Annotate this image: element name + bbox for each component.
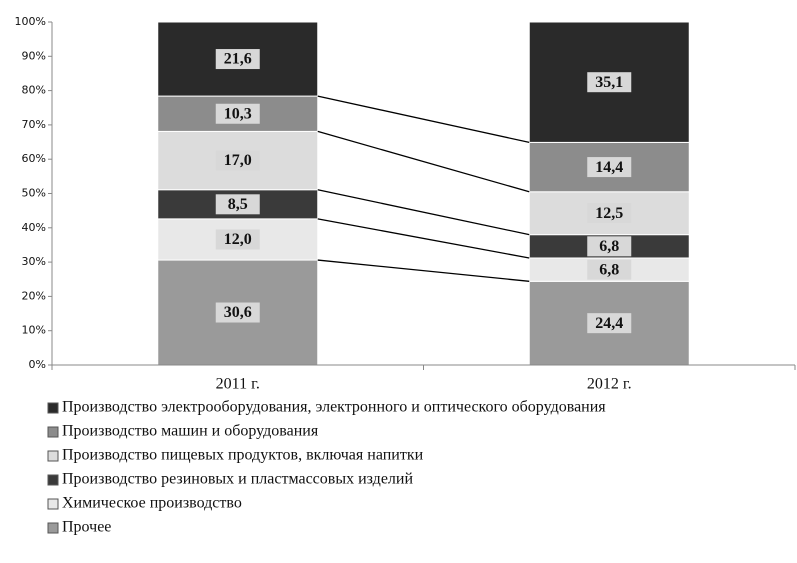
data-label: 21,6 xyxy=(224,51,252,68)
series-connector xyxy=(317,259,530,282)
label-box xyxy=(215,103,260,124)
label-box xyxy=(215,49,260,70)
legend-swatch xyxy=(47,522,59,534)
y-tick-label: 100% xyxy=(15,15,46,28)
label-box xyxy=(215,194,260,215)
data-label: 14,4 xyxy=(595,159,623,176)
legend-label: Химическое производство xyxy=(62,495,242,512)
series-connector xyxy=(317,189,530,236)
y-tick-label: 70% xyxy=(22,118,46,131)
y-tick-label: 30% xyxy=(22,255,46,268)
legend-label: Производство пищевых продуктов, включая … xyxy=(62,447,424,464)
series-connector xyxy=(317,130,530,193)
y-tick-label: 10% xyxy=(22,324,46,337)
legend-swatch xyxy=(47,498,59,510)
legend-swatch xyxy=(47,474,59,486)
y-tick-label: 0% xyxy=(29,358,46,371)
legend-label: Прочее xyxy=(62,519,111,536)
label-box xyxy=(587,259,632,280)
legend-swatch xyxy=(47,402,59,414)
series-connector xyxy=(317,95,530,144)
data-label: 35,1 xyxy=(595,74,623,91)
y-tick-label: 60% xyxy=(22,152,46,165)
data-label: 10,3 xyxy=(224,105,252,122)
label-box xyxy=(215,302,260,323)
legend-swatch xyxy=(47,450,59,462)
data-label: 6,8 xyxy=(599,238,619,255)
data-label: 17,0 xyxy=(224,152,252,169)
data-label: 8,5 xyxy=(228,196,248,213)
y-tick-label: 50% xyxy=(22,187,46,200)
label-box xyxy=(587,313,632,334)
label-box xyxy=(587,236,632,257)
legend-label: Производство машин и оборудования xyxy=(62,423,319,440)
y-tick-label: 20% xyxy=(22,289,46,302)
data-label: 6,8 xyxy=(599,261,619,278)
series-connector xyxy=(317,218,530,259)
legend-swatch xyxy=(47,426,59,438)
data-label: 30,6 xyxy=(224,304,252,321)
label-box xyxy=(215,150,260,171)
data-label: 24,4 xyxy=(595,315,623,332)
x-tick-label: 2011 г. xyxy=(216,376,260,393)
y-tick-label: 90% xyxy=(22,49,46,62)
label-box xyxy=(587,72,632,93)
data-label: 12,5 xyxy=(595,205,623,222)
label-box xyxy=(587,157,632,178)
label-box xyxy=(215,229,260,250)
legend-label: Производство резиновых и пластмассовых и… xyxy=(62,471,413,488)
label-box xyxy=(587,203,632,224)
y-tick-label: 40% xyxy=(22,221,46,234)
legend-label: Производство электрооборудования, электр… xyxy=(62,399,606,416)
data-label: 12,0 xyxy=(224,231,252,248)
x-tick-label: 2012 г. xyxy=(587,376,632,393)
y-tick-label: 80% xyxy=(22,84,46,97)
